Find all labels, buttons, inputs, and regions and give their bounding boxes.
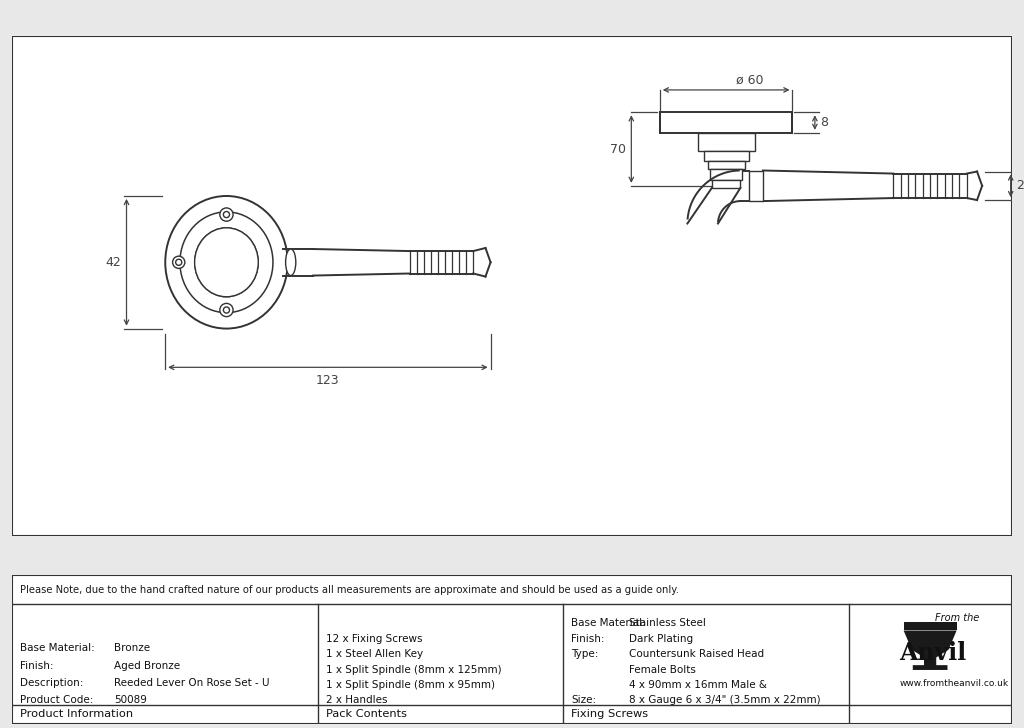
Text: Base Material:: Base Material: xyxy=(571,619,646,628)
Text: Anvil: Anvil xyxy=(899,641,967,665)
Circle shape xyxy=(204,240,249,285)
Text: 1 x Split Spindle (8mm x 95mm): 1 x Split Spindle (8mm x 95mm) xyxy=(327,680,496,690)
Text: Product Information: Product Information xyxy=(20,709,133,719)
Text: Bronze: Bronze xyxy=(115,644,151,654)
Text: ø 60: ø 60 xyxy=(736,74,764,87)
Text: Countersunk Raised Head: Countersunk Raised Head xyxy=(630,649,764,660)
Text: 2 x Handles: 2 x Handles xyxy=(327,695,388,705)
Text: Please Note, due to the hand crafted nature of our products all measurements are: Please Note, due to the hand crafted nat… xyxy=(20,585,680,595)
Circle shape xyxy=(176,259,182,265)
Text: Finish:: Finish: xyxy=(20,661,54,670)
Text: Base Material:: Base Material: xyxy=(20,644,95,654)
Text: 22: 22 xyxy=(1016,179,1024,192)
Text: Product Code:: Product Code: xyxy=(20,695,94,705)
Text: 123: 123 xyxy=(316,374,340,387)
Bar xyxy=(703,151,749,162)
Ellipse shape xyxy=(195,228,258,297)
Text: 70: 70 xyxy=(610,143,627,156)
Text: 8: 8 xyxy=(820,116,828,129)
Text: Pack Contents: Pack Contents xyxy=(327,709,408,719)
Polygon shape xyxy=(903,630,956,670)
Text: Size:: Size: xyxy=(571,695,596,705)
Bar xyxy=(659,112,793,132)
Circle shape xyxy=(223,212,229,218)
Text: From the: From the xyxy=(935,613,980,623)
Text: 50089: 50089 xyxy=(115,695,147,705)
Circle shape xyxy=(173,256,185,269)
Text: Fixing Screws: Fixing Screws xyxy=(571,709,648,719)
Text: www.fromtheanvil.co.uk: www.fromtheanvil.co.uk xyxy=(899,679,1009,688)
Bar xyxy=(710,170,742,180)
Text: Finish:: Finish: xyxy=(571,634,604,644)
Bar xyxy=(749,170,763,201)
Text: Type:: Type: xyxy=(571,649,598,660)
Ellipse shape xyxy=(195,228,258,297)
Circle shape xyxy=(220,208,233,221)
Text: •: • xyxy=(958,638,966,648)
Bar xyxy=(903,622,956,630)
Text: Aged Bronze: Aged Bronze xyxy=(115,661,180,670)
Bar xyxy=(712,180,740,188)
Ellipse shape xyxy=(286,249,296,275)
Circle shape xyxy=(220,304,233,317)
Text: 12 x Fixing Screws: 12 x Fixing Screws xyxy=(327,634,423,644)
Text: Female Bolts: Female Bolts xyxy=(630,665,696,675)
Bar xyxy=(708,162,744,170)
Bar xyxy=(217,249,236,275)
Ellipse shape xyxy=(180,212,273,312)
Text: Reeded Lever On Rose Set - U: Reeded Lever On Rose Set - U xyxy=(115,678,269,688)
Text: Description:: Description: xyxy=(20,678,84,688)
Text: Stainless Steel: Stainless Steel xyxy=(630,619,707,628)
Circle shape xyxy=(223,307,229,313)
Text: 1 x Steel Allen Key: 1 x Steel Allen Key xyxy=(327,649,424,660)
Text: 42: 42 xyxy=(105,256,122,269)
Text: Dark Plating: Dark Plating xyxy=(630,634,693,644)
Bar xyxy=(697,132,755,151)
Text: 4 x 90mm x 16mm Male &: 4 x 90mm x 16mm Male & xyxy=(630,680,767,690)
Text: 1 x Split Spindle (8mm x 125mm): 1 x Split Spindle (8mm x 125mm) xyxy=(327,665,502,675)
Text: 8 x Gauge 6 x 3/4" (3.5mm x 22mm): 8 x Gauge 6 x 3/4" (3.5mm x 22mm) xyxy=(630,695,821,705)
Ellipse shape xyxy=(165,196,288,328)
